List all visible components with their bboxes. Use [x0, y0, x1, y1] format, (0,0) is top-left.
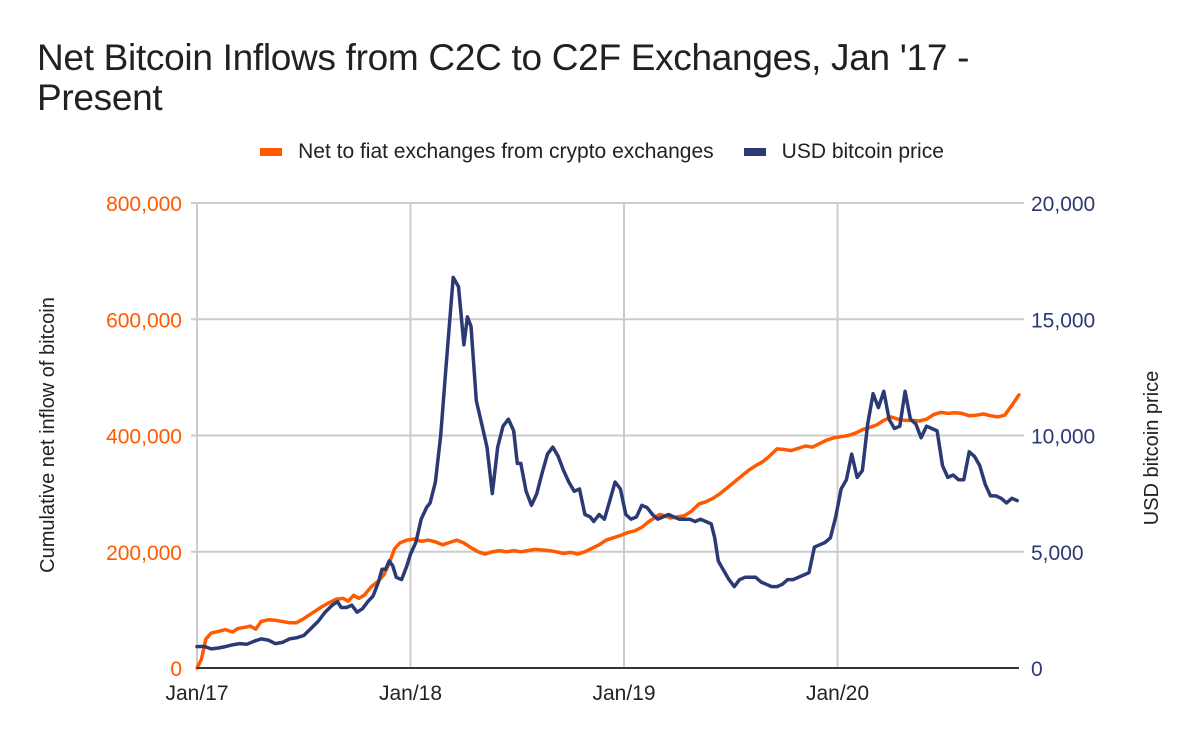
legend-item-btc-price[interactable]: USD bitcoin price — [743, 140, 944, 164]
left-axis-ticks: 0 200,000 400,000 600,000 800,000 — [106, 193, 182, 681]
right-tick-label: 5,000 — [1031, 542, 1084, 565]
right-tick-label: 20,000 — [1031, 193, 1095, 216]
x-tick-label: Jan/20 — [806, 682, 869, 705]
right-tick-label: 15,000 — [1031, 309, 1095, 332]
left-tick-label: 800,000 — [106, 193, 182, 216]
legend-item-net-inflow[interactable]: Net to fiat exchanges from crypto exchan… — [260, 140, 714, 164]
x-tick-label: Jan/18 — [379, 682, 442, 705]
x-tick-label: Jan/17 — [165, 682, 228, 705]
x-axis-ticks: Jan/17 Jan/18 Jan/19 Jan/20 — [165, 682, 869, 705]
chart-title-line-2: Present — [37, 77, 163, 118]
left-tick-label: 400,000 — [106, 426, 182, 449]
chart-title: Net Bitcoin Inflows from C2C to C2F Exch… — [37, 38, 1137, 118]
right-tick-label: 10,000 — [1031, 426, 1095, 449]
left-tick-label: 0 — [170, 658, 182, 681]
gridlines — [191, 202, 1024, 668]
legend-swatch-net-inflow — [260, 148, 283, 156]
series-lines — [195, 275, 1021, 670]
series-line-btc-price — [195, 275, 1019, 651]
x-tick-label: Jan/19 — [592, 682, 655, 705]
right-axis-ticks: 0 5,000 10,000 15,000 20,000 — [1031, 193, 1095, 681]
right-tick-label: 0 — [1031, 658, 1043, 681]
left-tick-label: 600,000 — [106, 309, 182, 332]
legend-label-net-inflow: Net to fiat exchanges from crypto exchan… — [298, 140, 714, 163]
legend: Net to fiat exchanges from crypto exchan… — [0, 140, 1200, 164]
left-axis-title: Cumulative net inflow of bitcoin — [37, 297, 59, 573]
legend-label-btc-price: USD bitcoin price — [781, 140, 944, 163]
left-tick-label: 200,000 — [106, 542, 182, 565]
chart-title-line-1: Net Bitcoin Inflows from C2C to C2F Exch… — [37, 37, 970, 78]
right-axis-title: USD bitcoin price — [1141, 371, 1163, 526]
series-line-net-inflow — [195, 393, 1021, 670]
legend-swatch-btc-price — [743, 148, 766, 156]
